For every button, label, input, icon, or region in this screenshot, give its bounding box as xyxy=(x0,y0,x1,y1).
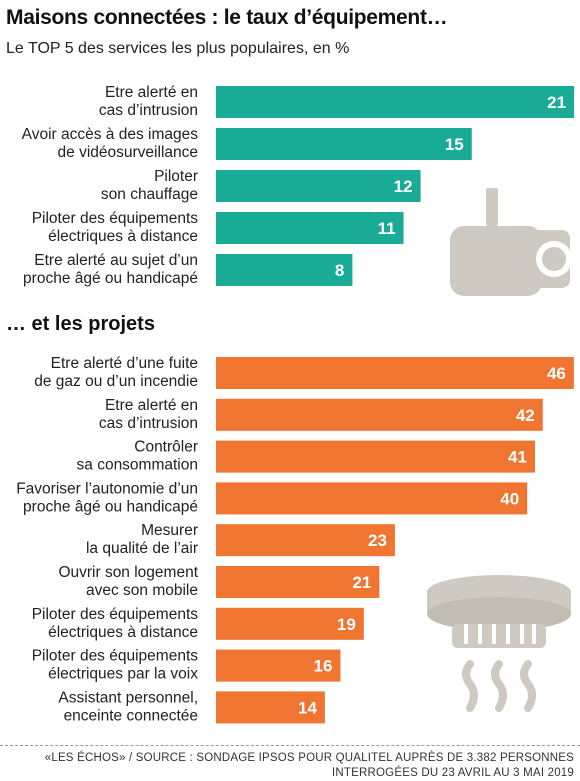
chart-title: Maisons connectées : le taux d’équipemen… xyxy=(6,6,448,29)
category-label: Etre alerté d’une fuite xyxy=(51,355,198,372)
category-label: Favoriser l’autonomie d’un xyxy=(16,480,198,497)
bar xyxy=(216,649,341,682)
category-label: Piloter xyxy=(154,168,198,185)
category-label: Piloter des équipements xyxy=(32,606,199,623)
bar xyxy=(216,482,528,515)
bar xyxy=(216,398,543,431)
category-label: Piloter des équipements xyxy=(32,648,199,665)
bar xyxy=(216,357,574,389)
category-label: Contrôler xyxy=(134,439,198,456)
category-label: de gaz ou d’un incendie xyxy=(34,373,198,390)
section-title-projects: … et les projets xyxy=(6,313,155,335)
bar-value-label: 16 xyxy=(314,657,333,676)
bar-value-label: 15 xyxy=(445,135,464,154)
bar xyxy=(216,524,395,557)
footer-source: «LES ÉCHOS» / SOURCE : SONDAGE IPSOS POU… xyxy=(0,751,574,781)
bar-value-label: 14 xyxy=(298,698,317,717)
category-label: cas d’intrusion xyxy=(99,415,198,432)
bar xyxy=(216,691,325,724)
bar-value-label: 41 xyxy=(508,448,527,467)
footer-line-1: «LES ÉCHOS» / SOURCE : SONDAGE IPSOS POU… xyxy=(44,752,574,764)
security-camera-icon xyxy=(450,188,572,296)
category-label: Etre alerté en xyxy=(105,84,198,101)
category-label: son chauffage xyxy=(101,186,198,203)
bar-value-label: 23 xyxy=(368,531,387,550)
category-label: électriques à distance xyxy=(48,624,198,641)
smoke-detector-icon xyxy=(427,575,571,712)
category-label: Ouvrir son logement xyxy=(58,564,198,581)
category-label: électriques à distance xyxy=(48,228,198,245)
category-label: électriques par la voix xyxy=(48,666,198,683)
bar-value-label: 12 xyxy=(394,177,413,196)
category-label: la qualité de l’air xyxy=(86,540,198,557)
bar xyxy=(216,254,353,286)
bar-value-label: 42 xyxy=(516,406,535,425)
footer-divider xyxy=(0,745,580,746)
bar-value-label: 21 xyxy=(547,93,566,112)
bar xyxy=(216,440,535,473)
bar xyxy=(216,212,404,244)
bar xyxy=(216,86,575,118)
category-label: Piloter des équipements xyxy=(32,210,199,227)
bar-value-label: 21 xyxy=(352,573,371,592)
category-label: cas d’intrusion xyxy=(99,102,198,119)
category-label: enceinte connectée xyxy=(64,707,198,724)
bar-value-label: 40 xyxy=(500,489,519,508)
category-label: Assistant personnel, xyxy=(58,689,198,706)
bar-value-label: 46 xyxy=(547,364,566,383)
category-label: Etre alerté en xyxy=(105,397,198,414)
category-label: de vidéosurveillance xyxy=(58,144,198,161)
bar-value-label: 8 xyxy=(335,261,344,280)
category-label: sa consommation xyxy=(77,457,198,474)
category-label: Avoir accès à des images xyxy=(22,126,199,143)
bar-value-label: 19 xyxy=(337,615,356,634)
category-label: Etre alerté au sujet d’un xyxy=(34,252,198,269)
category-label: avec son mobile xyxy=(86,582,198,599)
category-label: proche âgé ou handicapé xyxy=(23,270,198,287)
chart-subtitle: Le TOP 5 des services les plus populaire… xyxy=(6,40,350,57)
bar xyxy=(216,566,380,598)
category-label: proche âgé ou handicapé xyxy=(23,498,198,515)
bar xyxy=(216,607,364,640)
bar-value-label: 11 xyxy=(378,219,396,238)
footer-line-2: INTERROGÉES DU 23 AVRIL AU 3 MAI 2019 xyxy=(332,767,574,779)
category-label: Mesurer xyxy=(141,522,198,539)
bar xyxy=(216,170,421,202)
bar xyxy=(216,128,472,160)
